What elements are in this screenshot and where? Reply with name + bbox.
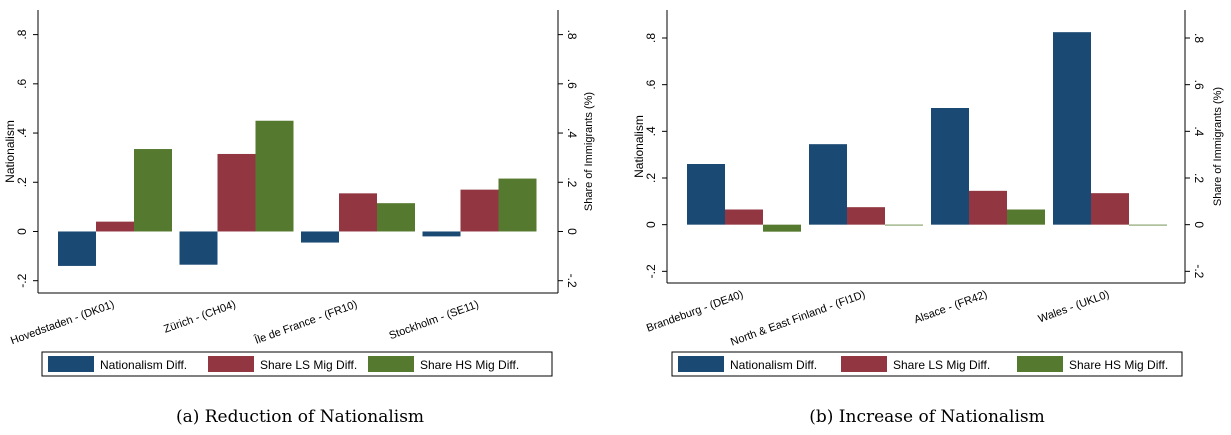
legend-swatch [208, 356, 254, 372]
bar [847, 207, 885, 225]
y2-tick-label: .2 [1192, 173, 1206, 183]
bar [255, 120, 294, 232]
bar [931, 108, 969, 225]
y2-tick-label: .4 [565, 128, 579, 138]
y-tick-label: 0 [15, 228, 29, 235]
legend-label: Share LS Mig Diff. [260, 358, 357, 372]
bar [1007, 209, 1045, 225]
legend-swatch [841, 356, 887, 372]
y-tick-label: 0 [644, 221, 658, 228]
category-label: Hovedstaden - (DK01) [9, 299, 116, 348]
bar [1129, 224, 1167, 226]
bar [179, 231, 218, 265]
y-tick-label: .6 [644, 79, 658, 89]
y2-tick-label: .2 [565, 177, 579, 187]
bar [687, 164, 725, 225]
bar [58, 231, 96, 266]
legend-box [41, 351, 553, 377]
chart-panel-b: -.2 -.2 0 0 .2 .2 .4 .4 .6 .6 .8 .8 Nationalism Share… [632, 10, 1224, 377]
category-label: Alsace - (FR42) [913, 289, 989, 327]
y-axis-title: Nationalism [632, 115, 646, 178]
bar [217, 153, 256, 232]
bar [301, 231, 339, 243]
y2-tick-label: .6 [565, 79, 579, 89]
y-tick-label: .2 [644, 173, 658, 183]
bar [460, 189, 499, 232]
y2-axis-title: Share of Immigrants (%) [1212, 87, 1224, 206]
legend-label: Share LS Mig Diff. [893, 358, 990, 372]
bar [809, 144, 847, 225]
caption-b: (b) Increase of Nationalism [809, 407, 1045, 427]
y2-tick-label: 0 [1192, 221, 1206, 228]
y-axis-title: Nationalism [3, 120, 17, 183]
y2-tick-label: -.2 [565, 274, 579, 288]
category-label: Stockholm - (SE11) [388, 299, 481, 343]
legend-swatch [1017, 356, 1063, 372]
legend-label: Share HS Mig Diff. [420, 358, 519, 372]
y2-tick-label: .4 [1192, 126, 1206, 136]
bar [134, 149, 172, 232]
y-tick-label: .4 [644, 126, 658, 136]
legend-box [671, 351, 1183, 377]
bar [339, 193, 377, 232]
legend-swatch [368, 356, 414, 372]
bar [969, 190, 1007, 225]
y-tick-label: .8 [644, 33, 658, 43]
caption-a: (a) Reduction of Nationalism [176, 407, 424, 427]
y2-tick-label: .8 [1192, 33, 1206, 43]
y2-tick-label: 0 [565, 228, 579, 235]
category-label: Île de France - (FR10) [252, 298, 359, 348]
bar [498, 178, 537, 232]
chart-panel-a: -.2 -.2 0 0 .2 .2 .4 .4 .6 .6 .8 .8 Nationalism Share… [3, 10, 595, 377]
category-label: Brandeburg - (DE40) [645, 289, 745, 335]
y-tick-label: -.2 [15, 273, 29, 287]
legend-label: Share HS Mig Diff. [1069, 358, 1168, 372]
bar [1053, 32, 1091, 225]
category-label: North & East Finland - (FI1D) [729, 289, 867, 349]
bar [725, 209, 763, 225]
bar [96, 221, 134, 232]
category-label: Wales - (UKL0) [1037, 289, 1111, 326]
legend-label: Nationalism Diff. [100, 358, 187, 372]
y-tick-label: .8 [15, 29, 29, 39]
bar [422, 231, 461, 237]
legend-label: Nationalism Diff. [730, 358, 817, 372]
y-tick-label: .4 [15, 128, 29, 138]
bar [885, 224, 923, 226]
y2-tick-label: -.2 [1192, 264, 1206, 278]
y-tick-label: -.2 [644, 264, 658, 278]
bar [377, 203, 415, 232]
bar [1091, 193, 1129, 225]
y2-axis-title: Share of Immigrants (%) [583, 92, 595, 211]
legend-swatch [48, 356, 94, 372]
legend-swatch [678, 356, 724, 372]
y2-tick-label: .8 [565, 30, 579, 40]
bar [763, 224, 801, 232]
y-tick-label: .6 [15, 78, 29, 88]
y2-tick-label: .6 [1192, 80, 1206, 90]
y-tick-label: .2 [15, 177, 29, 187]
category-label: Zürich - (CH04) [162, 299, 237, 336]
